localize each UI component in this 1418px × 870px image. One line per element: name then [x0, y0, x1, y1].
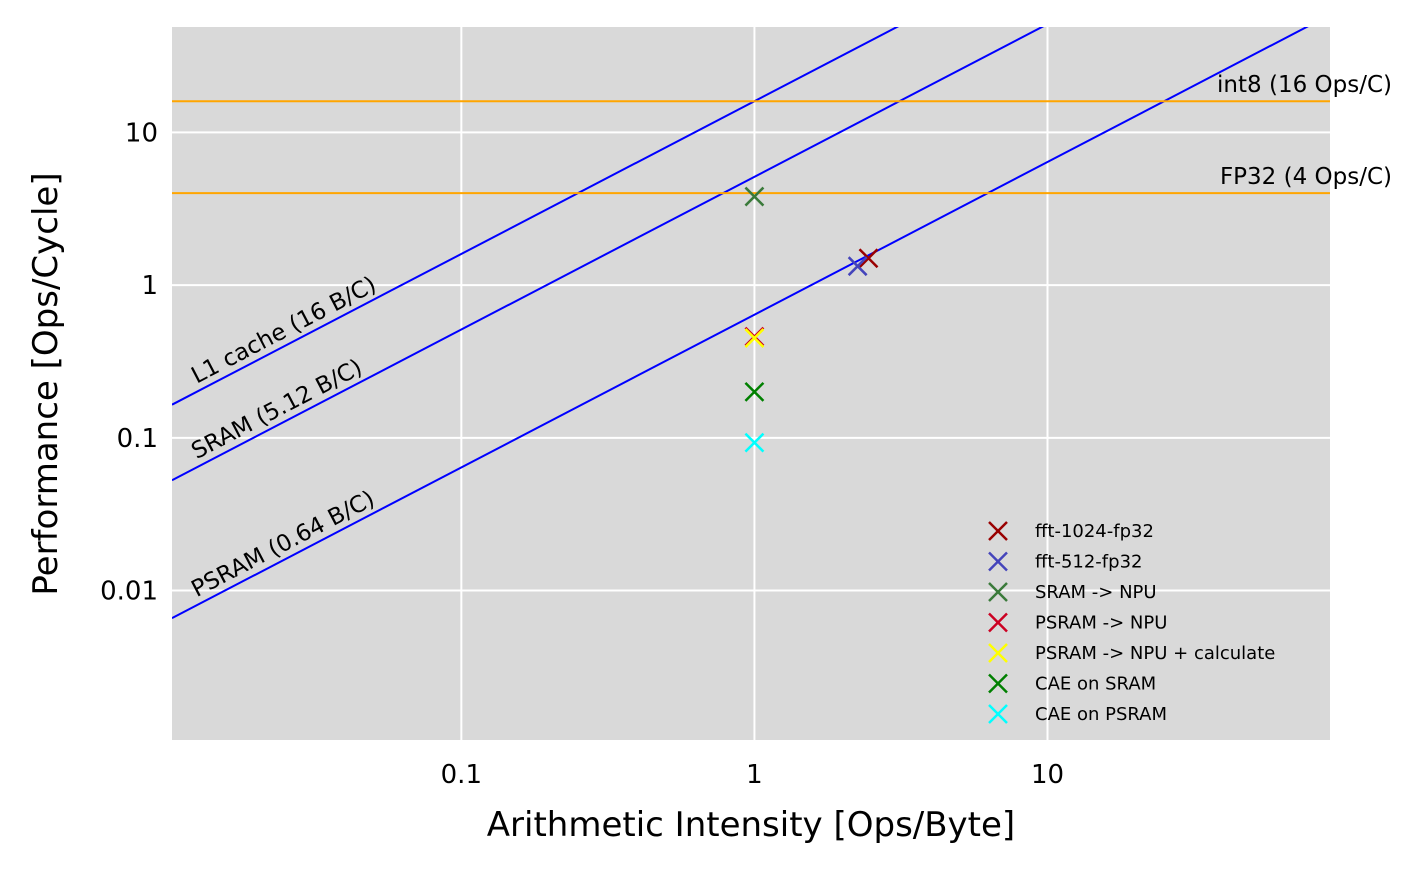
compute-label-fp32-4-ops-c: FP32 (4 Ops/C) [1220, 164, 1392, 190]
legend-label-cae-on-sram: CAE on SRAM [1035, 674, 1156, 695]
data-points [744, 186, 879, 453]
point-fft-512-fp32 [847, 256, 868, 277]
legend-label-fft-512-fp32: fft-512-fp32 [1035, 552, 1142, 573]
roof-line-sram-5-12-b-c [172, 27, 1045, 482]
y-tick-label-10: 10 [125, 118, 158, 148]
legend-marker-sram-npu [988, 582, 1008, 602]
legend-marker-psram-npu-calculate [988, 643, 1008, 663]
x-axis-label: Arithmetic Intensity [Ops/Byte] [487, 805, 1015, 845]
point-cae-on-sram [744, 381, 765, 402]
legend-label-cae-on-psram: CAE on PSRAM [1035, 704, 1167, 725]
legend-marker-fft-512-fp32 [988, 551, 1008, 572]
y-axis-label: Performance [Ops/Cycle] [26, 172, 66, 595]
point-psram-npu-calculate [744, 328, 765, 348]
legend-marker-cae-on-sram [988, 673, 1008, 694]
roof-line-l1-cache-16-b-c [172, 27, 900, 406]
roof-line-psram-0-64-b-c [172, 27, 1309, 620]
legend-label-fft-1024-fp32: fft-1024-fp32 [1035, 521, 1154, 542]
compute-label-int8-16-ops-c: int8 (16 Ops/C) [1217, 72, 1392, 98]
x-tick-label-1: 1 [746, 760, 763, 790]
grid [172, 27, 1330, 740]
tick-labels: 0.1 1 10 0.01 0.1 1 10 [100, 118, 1064, 790]
legend-marker-fft-1024-fp32 [988, 521, 1008, 541]
legend: fft-1024-fp32 fft-512-fp32 SRAM -> NPU PSRA… [988, 521, 1275, 725]
legend-label-sram-npu: SRAM -> NPU [1035, 582, 1157, 603]
y-tick-label-1: 1 [141, 271, 158, 301]
point-cae-on-psram [744, 432, 765, 453]
point-sram-npu [744, 186, 765, 207]
legend-label-psram-npu-calculate: PSRAM -> NPU + calculate [1035, 643, 1275, 664]
y-tick-label-0-1: 0.1 [117, 424, 158, 454]
point-fft-1024-fp32 [858, 248, 879, 269]
legend-marker-cae-on-psram [988, 704, 1008, 724]
legend-label-psram-npu: PSRAM -> NPU [1035, 613, 1167, 634]
plot-area [172, 27, 1330, 740]
y-tick-label-0-01: 0.01 [100, 577, 158, 607]
x-tick-label-0-1: 0.1 [441, 760, 482, 790]
x-tick-label-10: 10 [1031, 760, 1064, 790]
legend-marker-psram-npu [988, 612, 1008, 633]
